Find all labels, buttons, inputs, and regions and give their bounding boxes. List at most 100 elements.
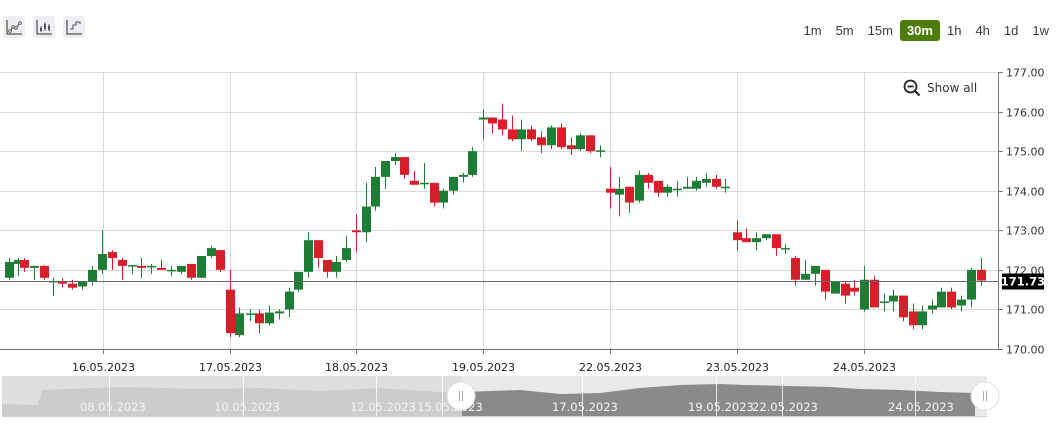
candle <box>420 163 429 189</box>
navigator-left-handle[interactable] <box>446 381 476 411</box>
candle <box>683 176 692 189</box>
candle <box>449 176 458 195</box>
navigator-right-handle[interactable] <box>970 381 1000 411</box>
candle <box>918 305 927 330</box>
candle <box>58 277 67 288</box>
candle <box>957 295 966 312</box>
candle <box>381 161 390 189</box>
candle <box>342 236 351 262</box>
candle <box>352 214 361 253</box>
candle <box>20 257 29 272</box>
navigator-label: 17.05.2023 <box>552 400 618 414</box>
candle <box>517 119 526 152</box>
candle <box>430 182 439 207</box>
candle <box>547 125 556 150</box>
candle <box>40 265 49 280</box>
current-price-badge <box>1002 273 1044 290</box>
navigator-label: 19.05.2023 <box>688 400 754 414</box>
candle <box>673 180 682 197</box>
candle <box>137 257 146 278</box>
candlestick-chart-button[interactable] <box>33 16 55 38</box>
candle <box>644 172 653 189</box>
candle <box>391 153 400 165</box>
candle <box>157 259 166 270</box>
candle <box>625 186 634 213</box>
y-tick-label: 175.00 <box>1006 146 1045 159</box>
candle <box>654 180 663 197</box>
candle <box>304 232 313 278</box>
candle <box>576 133 585 152</box>
candle <box>537 131 546 154</box>
timeframe-1h[interactable]: 1h <box>946 23 962 38</box>
candle <box>721 178 730 193</box>
candle <box>410 170 419 185</box>
line-chart-button[interactable] <box>3 16 25 38</box>
candle <box>226 269 235 338</box>
y-tick-label: 174.00 <box>1006 186 1045 199</box>
candle <box>596 145 605 158</box>
candle <box>692 176 701 191</box>
candle <box>78 281 87 290</box>
chart-grid <box>0 72 998 349</box>
timeframe-1w[interactable]: 1w <box>1032 23 1049 38</box>
candle <box>712 174 721 189</box>
candle <box>207 246 216 258</box>
show-all-label: Show all <box>927 81 978 95</box>
candle <box>108 250 117 270</box>
candle <box>314 240 323 268</box>
candle <box>216 250 225 272</box>
show-all-button[interactable]: Show all <box>903 79 977 97</box>
step-chart-button[interactable] <box>63 16 85 38</box>
candle <box>285 287 294 318</box>
timeframe-1m[interactable]: 1m <box>803 23 822 38</box>
x-tick-label: 19.05.2023 <box>452 361 515 374</box>
candle <box>889 289 898 312</box>
candle <box>177 265 186 274</box>
candle <box>860 265 869 312</box>
timeframe-1d[interactable]: 1d <box>1003 23 1019 38</box>
navigator-label: 22.05.2023 <box>752 400 818 414</box>
candle <box>88 265 97 286</box>
navigator-label: 08.05.2023 <box>80 400 146 414</box>
candle <box>488 117 497 134</box>
candle <box>937 287 946 308</box>
timeframe-30m[interactable]: 30m <box>899 20 940 41</box>
line-chart-icon <box>6 20 22 35</box>
x-tick-label: 16.05.2023 <box>72 361 135 374</box>
candle <box>567 137 576 156</box>
candle <box>635 170 644 203</box>
x-tick-label: 24.05.2023 <box>833 361 896 374</box>
navigator-label: 24.05.2023 <box>888 400 954 414</box>
timeframe-15m[interactable]: 15m <box>867 23 893 38</box>
candles <box>0 103 998 338</box>
candle <box>246 309 255 322</box>
candle <box>400 157 409 179</box>
y-tick-label: 171.00 <box>1006 304 1045 317</box>
candle <box>880 293 889 312</box>
timeframe-4h[interactable]: 4h <box>975 23 990 38</box>
candle <box>479 109 488 140</box>
navigator[interactable]: 08.05.2023 10.05.2023 12.05.2023 15.05.2023… <box>2 376 1000 417</box>
candle <box>128 265 137 274</box>
candle <box>235 307 244 338</box>
candle <box>30 265 39 280</box>
candle <box>831 281 840 294</box>
candle <box>5 257 14 280</box>
candle <box>821 269 830 300</box>
candle <box>791 256 800 286</box>
candle <box>197 256 206 278</box>
candle <box>508 115 517 142</box>
candle <box>371 166 380 211</box>
candle <box>459 172 468 183</box>
zoom-out-icon <box>903 79 921 97</box>
candle <box>801 259 810 280</box>
timeframe-5m[interactable]: 5m <box>835 23 854 38</box>
candle <box>967 267 976 308</box>
step-chart-icon <box>66 20 82 35</box>
x-tick-label: 22.05.2023 <box>579 361 642 374</box>
candle <box>265 305 274 326</box>
candle <box>557 123 566 150</box>
navigator-label: 12.05.2023 <box>350 400 416 414</box>
candle <box>187 263 196 280</box>
